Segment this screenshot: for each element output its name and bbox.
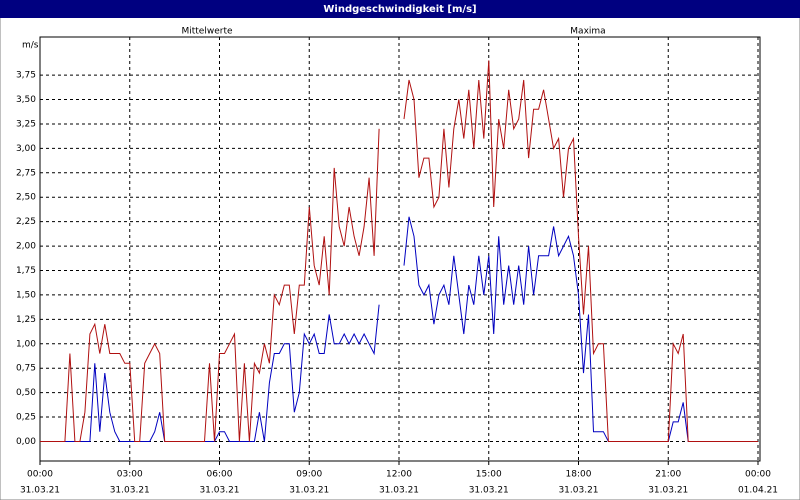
x-tick-label: 03:00 [117,470,143,480]
x-tick-date: 31.03.21 [110,486,150,496]
series-line [40,60,758,442]
x-tick-date: 31.03.21 [469,486,509,496]
x-tick-date: 01.04.21 [738,486,778,496]
y-tick-label: 1,25 [16,315,36,325]
y-axis-label: m/s [22,41,39,51]
y-tick-label: 3,25 [16,119,36,129]
x-tick-label: 15:00 [476,470,502,480]
x-tick-label: 12:00 [386,470,412,480]
x-tick-date: 31.03.21 [199,486,239,496]
y-tick-label: 3,00 [16,144,36,154]
y-tick-label: 1,00 [16,339,36,349]
x-tick-date: 31.03.21 [648,486,688,496]
x-tick-label: 00:00 [745,470,771,480]
x-tick-label: 21:00 [655,470,681,480]
y-tick-label: 0,50 [16,388,36,398]
y-tick-label: 1,50 [16,290,36,300]
y-tick-label: 0,00 [16,437,36,447]
legend-entry: Mittelwerte [181,27,232,37]
x-tick-label: 09:00 [296,470,322,480]
x-tick-date: 31.03.21 [20,486,60,496]
x-tick-label: 00:00 [27,470,53,480]
title-bar [0,0,800,18]
x-tick-date: 31.03.21 [379,486,419,496]
x-tick-label: 06:00 [207,470,233,480]
y-tick-label: 2,75 [16,168,36,178]
x-tick-label: 18:00 [566,470,592,480]
legend-entry: Maxima [570,27,605,37]
x-tick-date: 31.03.21 [289,486,329,496]
y-tick-label: 1,75 [16,266,36,276]
y-tick-label: 0,75 [16,364,36,374]
y-tick-label: 2,25 [16,217,36,227]
y-tick-label: 2,50 [16,193,36,203]
chart-title: Windgeschwindigkeit [m/s] [323,4,476,15]
y-tick-label: 2,00 [16,242,36,252]
x-tick-date: 31.03.21 [558,486,598,496]
y-tick-label: 3,50 [16,95,36,105]
y-tick-label: 3,75 [16,71,36,81]
y-tick-label: 0,25 [16,413,36,423]
